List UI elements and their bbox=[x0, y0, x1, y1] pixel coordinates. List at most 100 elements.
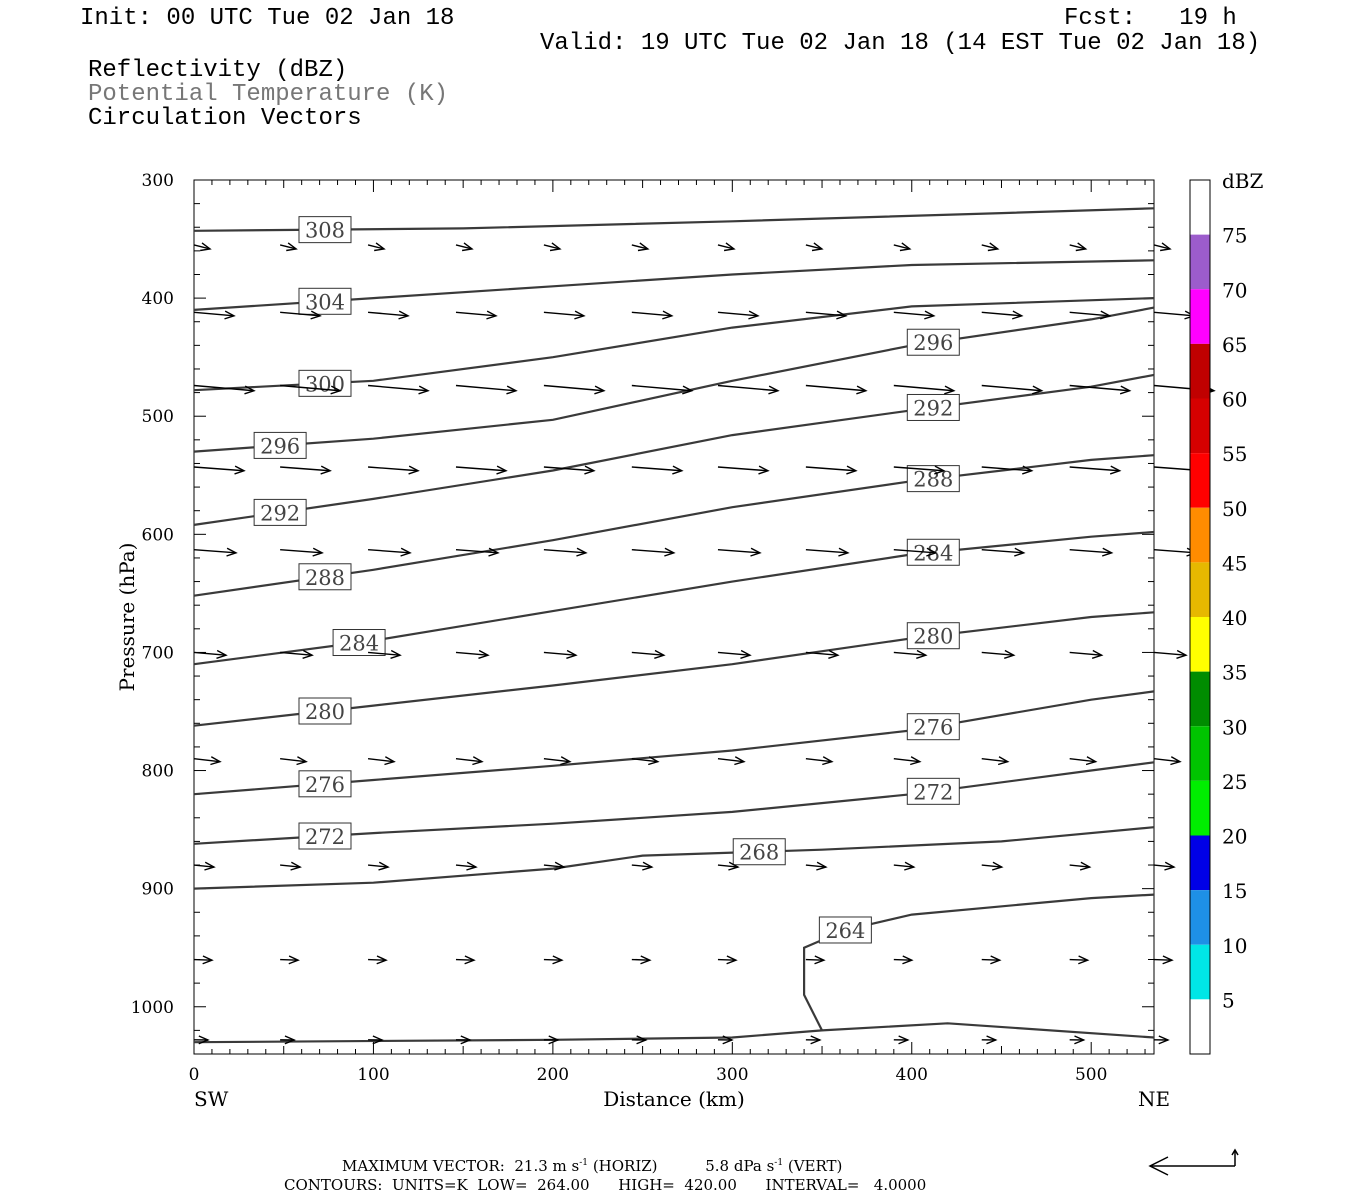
colorbar-segment bbox=[1190, 671, 1210, 727]
svg-text:272: 272 bbox=[305, 825, 345, 849]
circulation-vector bbox=[1153, 242, 1172, 252]
colorbar-label: 70 bbox=[1222, 278, 1247, 302]
circulation-vector bbox=[893, 756, 922, 766]
colorbar-segment bbox=[1190, 999, 1210, 1054]
theta-contour-line bbox=[803, 893, 1155, 1031]
svg-text:296: 296 bbox=[913, 331, 953, 355]
circulation-vector bbox=[280, 756, 308, 766]
svg-text:276: 276 bbox=[913, 716, 953, 740]
circulation-vector bbox=[193, 649, 228, 659]
circulation-vector bbox=[455, 756, 484, 766]
circulation-vector bbox=[981, 861, 1004, 871]
circulation-vector bbox=[805, 1035, 822, 1045]
circulation-vector bbox=[368, 955, 388, 965]
contour-low-label: LOW= bbox=[477, 1176, 528, 1194]
circulation-vector bbox=[455, 955, 476, 965]
circulation-vector bbox=[455, 649, 490, 659]
circulation-vector bbox=[543, 547, 588, 557]
svg-text:264: 264 bbox=[825, 919, 865, 943]
y-axis-title: Pressure (hPa) bbox=[115, 543, 139, 692]
reference-vector-arrow bbox=[1148, 1148, 1239, 1176]
circulation-vector bbox=[280, 649, 314, 659]
circulation-vector bbox=[280, 955, 300, 965]
circulation-vector bbox=[1069, 547, 1114, 557]
circulation-vector bbox=[1069, 649, 1104, 659]
circulation-vector bbox=[280, 1035, 296, 1045]
circulation-vector bbox=[631, 242, 650, 252]
svg-text:268: 268 bbox=[739, 841, 779, 865]
contour-interval-value: 4.0000 bbox=[873, 1176, 927, 1194]
svg-text:288: 288 bbox=[913, 468, 953, 492]
circulation-vector bbox=[368, 465, 420, 475]
circulation-vector bbox=[893, 242, 912, 252]
circulation-vector bbox=[1153, 955, 1174, 965]
contour-label: 276 bbox=[906, 713, 960, 741]
circulation-vector bbox=[717, 756, 746, 766]
field-reflectivity: Reflectivity (dBZ) bbox=[88, 57, 348, 84]
contour-label: 284 bbox=[906, 538, 960, 566]
circulation-vector bbox=[805, 384, 868, 395]
circulation-vector bbox=[280, 861, 302, 871]
theta-contour-line bbox=[193, 207, 1155, 232]
colorbar-segment bbox=[1190, 180, 1210, 235]
x-tick-label: 100 bbox=[357, 1065, 389, 1085]
y-tick-label: 700 bbox=[142, 643, 174, 663]
svg-text:280: 280 bbox=[305, 700, 345, 724]
circulation-vector bbox=[805, 465, 858, 475]
theta-contour-line bbox=[193, 611, 1155, 727]
circulation-vector bbox=[893, 1035, 910, 1045]
circulation-vector bbox=[631, 955, 652, 965]
svg-text:296: 296 bbox=[260, 434, 300, 458]
colorbar-label: 75 bbox=[1222, 224, 1247, 248]
circulation-vector bbox=[981, 465, 1034, 475]
theta-contour-line bbox=[193, 454, 1155, 597]
circulation-vector bbox=[631, 649, 666, 659]
theta-contour-line bbox=[193, 826, 1155, 890]
circulation-vector bbox=[280, 465, 332, 475]
circulation-vector bbox=[631, 1035, 648, 1045]
circulation-vector bbox=[1153, 649, 1188, 659]
field-potential-temperature: Potential Temperature (K) bbox=[88, 81, 449, 108]
circulation-vector bbox=[455, 465, 508, 475]
contour-label: 292 bbox=[906, 393, 960, 421]
colorbar-label: 55 bbox=[1222, 442, 1247, 466]
circulation-vector bbox=[981, 242, 1000, 252]
circulation-vector bbox=[893, 955, 914, 965]
x-tick-label: 200 bbox=[537, 1065, 569, 1085]
plot-frame bbox=[193, 179, 1155, 1055]
circulation-vector bbox=[193, 384, 256, 395]
max-vector-label: MAXIMUM VECTOR: bbox=[342, 1157, 505, 1175]
circulation-vector bbox=[805, 861, 828, 871]
x-axis-left-label: SW bbox=[194, 1087, 229, 1111]
circulation-vector bbox=[543, 465, 596, 475]
circulation-vector bbox=[193, 310, 236, 320]
circulation-vector bbox=[543, 384, 606, 395]
colorbar-label: 20 bbox=[1222, 825, 1247, 849]
x-tick-label: 500 bbox=[1075, 1065, 1107, 1085]
circulation-vector bbox=[455, 310, 498, 320]
circulation-vector bbox=[631, 384, 694, 395]
contour-interval-label: INTERVAL= bbox=[765, 1176, 860, 1194]
circulation-vector bbox=[805, 310, 848, 320]
colorbar-label: 60 bbox=[1222, 388, 1247, 412]
circulation-vector bbox=[981, 384, 1044, 395]
circulation-vector bbox=[893, 547, 938, 557]
svg-text:304: 304 bbox=[305, 290, 345, 314]
contour-low-value: 264.00 bbox=[537, 1176, 590, 1194]
x-axis-right-label: NE bbox=[1138, 1087, 1170, 1111]
circulation-vector bbox=[1069, 955, 1090, 965]
colorbar-label: 5 bbox=[1222, 988, 1235, 1012]
circulation-vector bbox=[193, 465, 246, 475]
circulation-vector bbox=[1153, 756, 1182, 766]
y-tick-label: 1000 bbox=[131, 998, 174, 1018]
circulation-vector bbox=[193, 756, 222, 766]
x-tick-label: 400 bbox=[896, 1065, 928, 1085]
y-tick-label: 900 bbox=[142, 880, 174, 900]
max-vector-line: MAXIMUM VECTOR: 21.3 m s-1 (HORIZ) 5.8 d… bbox=[342, 1157, 842, 1175]
circulation-vector bbox=[1153, 1035, 1170, 1045]
circulation-vector bbox=[893, 384, 956, 395]
colorbar-segment bbox=[1190, 507, 1210, 563]
contour-label: 300 bbox=[298, 369, 352, 397]
contour-label: 288 bbox=[298, 563, 352, 591]
